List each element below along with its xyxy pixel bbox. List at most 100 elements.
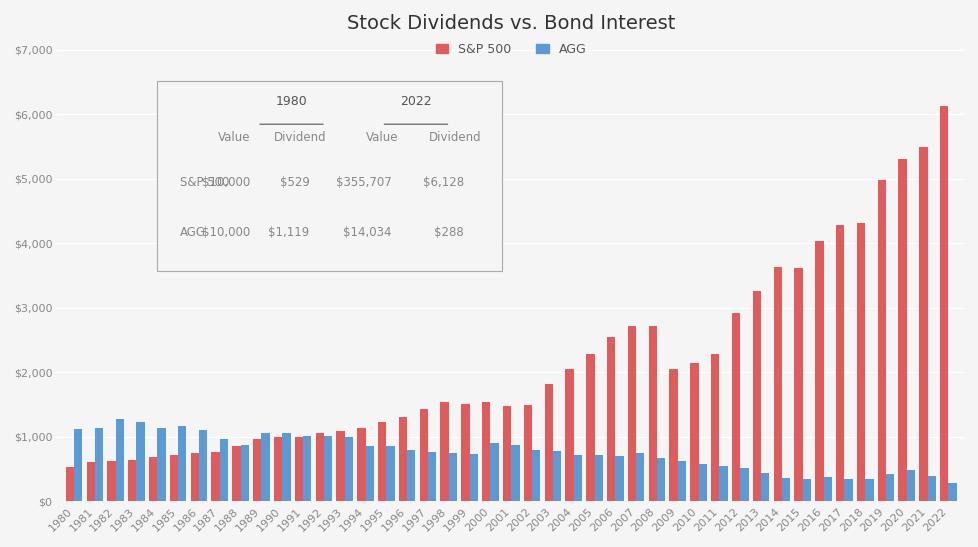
Text: $10,000: $10,000: [201, 176, 249, 189]
Bar: [503, 406, 511, 501]
Bar: [511, 445, 519, 501]
Text: $10,000: $10,000: [201, 226, 249, 238]
Bar: [490, 443, 498, 501]
Bar: [211, 452, 219, 501]
Bar: [760, 473, 769, 501]
Legend: S&P 500, AGG: S&P 500, AGG: [430, 38, 591, 61]
Bar: [253, 439, 261, 501]
Bar: [752, 291, 760, 501]
Bar: [906, 469, 914, 501]
Bar: [219, 439, 228, 501]
Bar: [398, 417, 407, 501]
Text: $6,128: $6,128: [422, 176, 464, 189]
Bar: [365, 446, 374, 501]
Bar: [719, 465, 727, 501]
Text: $14,034: $14,034: [342, 226, 391, 238]
Bar: [315, 433, 324, 501]
Bar: [822, 476, 831, 501]
Bar: [656, 458, 665, 501]
Bar: [586, 354, 594, 501]
Bar: [843, 479, 852, 501]
Bar: [420, 409, 427, 501]
Bar: [357, 428, 365, 501]
Bar: [178, 426, 186, 501]
Bar: [793, 267, 802, 501]
Bar: [781, 478, 789, 501]
Text: 1980: 1980: [276, 95, 307, 108]
Text: AGG: AGG: [180, 226, 205, 238]
Title: Stock Dividends vs. Bond Interest: Stock Dividends vs. Bond Interest: [347, 14, 675, 33]
Bar: [282, 433, 290, 501]
Bar: [128, 460, 136, 501]
Bar: [815, 241, 822, 501]
Bar: [86, 462, 95, 501]
Bar: [523, 405, 531, 501]
Bar: [710, 354, 719, 501]
Bar: [669, 369, 677, 501]
Bar: [344, 437, 353, 501]
Bar: [948, 482, 956, 501]
Bar: [469, 454, 477, 501]
Bar: [448, 453, 457, 501]
Text: Value: Value: [218, 131, 250, 144]
Bar: [115, 418, 124, 501]
Text: $288: $288: [434, 226, 464, 238]
Bar: [606, 337, 615, 501]
Bar: [386, 446, 394, 501]
Bar: [739, 468, 748, 501]
Bar: [149, 457, 157, 501]
Bar: [885, 474, 894, 501]
Bar: [481, 403, 490, 501]
Bar: [773, 267, 781, 501]
Bar: [689, 363, 698, 501]
Bar: [324, 436, 332, 501]
Bar: [698, 464, 706, 501]
Text: $355,707: $355,707: [335, 176, 391, 189]
Text: Value: Value: [366, 131, 398, 144]
Bar: [544, 385, 553, 501]
Bar: [336, 432, 344, 501]
Bar: [898, 159, 906, 501]
Bar: [241, 445, 248, 501]
Bar: [274, 437, 282, 501]
Bar: [136, 422, 145, 501]
Bar: [440, 403, 448, 501]
Bar: [927, 476, 935, 501]
Bar: [157, 428, 165, 501]
Bar: [636, 453, 644, 501]
Text: $1,119: $1,119: [268, 226, 309, 238]
Bar: [427, 452, 436, 501]
Text: $529: $529: [280, 176, 309, 189]
Bar: [303, 436, 311, 501]
Text: Dividend: Dividend: [428, 131, 481, 144]
Bar: [677, 461, 686, 501]
Bar: [876, 180, 885, 501]
Text: 2022: 2022: [400, 95, 431, 108]
Bar: [261, 433, 270, 501]
FancyBboxPatch shape: [157, 82, 502, 271]
Text: S&P 500: S&P 500: [180, 176, 229, 189]
Bar: [918, 147, 927, 501]
Bar: [627, 325, 636, 501]
Bar: [407, 450, 415, 501]
Bar: [648, 325, 656, 501]
Bar: [835, 225, 843, 501]
Bar: [294, 437, 303, 501]
Bar: [565, 369, 573, 501]
Bar: [461, 404, 469, 501]
Bar: [74, 429, 82, 501]
Bar: [865, 479, 872, 501]
Bar: [95, 428, 103, 501]
Bar: [939, 106, 948, 501]
Bar: [199, 430, 207, 501]
Text: Dividend: Dividend: [274, 131, 327, 144]
Bar: [553, 451, 560, 501]
Bar: [169, 455, 178, 501]
Bar: [732, 313, 739, 501]
Bar: [66, 467, 74, 501]
Bar: [531, 450, 540, 501]
Bar: [594, 455, 602, 501]
Bar: [191, 453, 199, 501]
Bar: [802, 479, 810, 501]
Bar: [856, 223, 865, 501]
